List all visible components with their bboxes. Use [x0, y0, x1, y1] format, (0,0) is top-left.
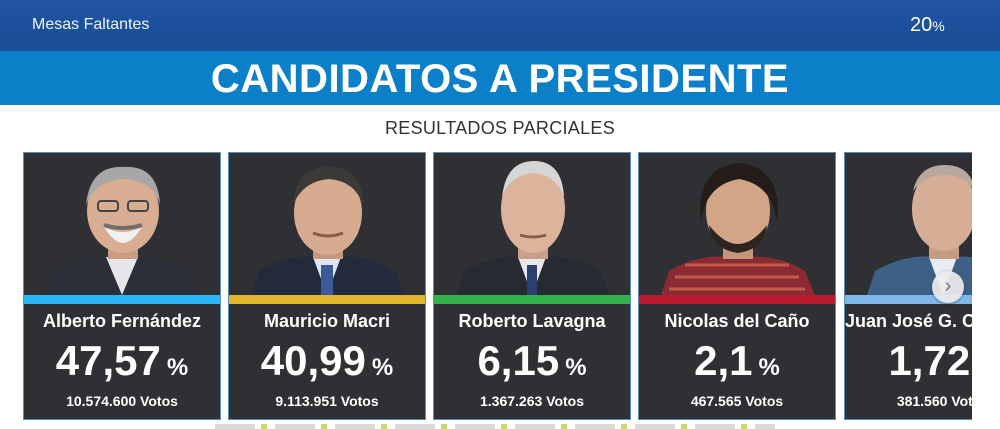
- candidate-percentage: 6,15%: [434, 337, 630, 389]
- top-bar: Mesas Faltantes 20%: [0, 0, 1000, 51]
- nicolas-del-cano-photo: [661, 163, 815, 295]
- candidate-photo: [229, 153, 425, 295]
- candidate-percentage: 1,72%: [845, 337, 972, 389]
- candidate-votes: 467.565 Votos: [690, 393, 784, 409]
- candidate-percentage: 47,57%: [24, 337, 220, 389]
- percentage-sign: %: [565, 354, 587, 381]
- candidate-votes: 1.367.263 Votos: [479, 393, 585, 409]
- candidate-name: Roberto Lavagna: [458, 311, 606, 331]
- percentage-sign: %: [371, 354, 394, 381]
- candidate-votes: 381.560 Votos: [896, 393, 972, 409]
- candidate-photo: [639, 153, 835, 295]
- carousel-next-button[interactable]: ›: [932, 271, 964, 303]
- candidate-percentage: 40,99%: [229, 337, 425, 389]
- mesas-faltantes-percent-sign: %: [932, 18, 945, 34]
- percentage-value: 2,1: [694, 337, 753, 384]
- candidate-name: Alberto Fernández: [42, 311, 202, 331]
- mesas-faltantes-number: 20: [910, 14, 933, 36]
- party-color-stripe: [845, 295, 972, 304]
- roberto-lavagna-photo: [456, 161, 610, 295]
- percentage-value: 6,15: [477, 337, 560, 384]
- percentage-sign: %: [166, 354, 189, 381]
- candidate-percentage: 2,1%: [639, 337, 835, 389]
- party-color-stripe: [434, 295, 630, 304]
- candidate-card[interactable]: Juan José G. Centurión 1,72% 381.560 Vot…: [844, 152, 972, 420]
- party-color-stripe: [229, 295, 425, 304]
- candidate-photo: [434, 153, 630, 295]
- party-color-stripe: [24, 295, 220, 304]
- candidates-carousel[interactable]: Alberto Fernández 47,57% 10.574.600 Voto…: [23, 152, 972, 422]
- mesas-faltantes-label: Mesas Faltantes: [32, 16, 150, 33]
- candidate-name: Juan José G. Centurión: [845, 311, 972, 331]
- candidate-votes: 9.113.951 Votos: [275, 393, 379, 409]
- title-bar: CANDIDATOS A PRESIDENTE: [0, 51, 1000, 105]
- candidate-photo: [24, 153, 220, 295]
- percentage-value: 47,57: [55, 337, 161, 384]
- percentage-sign: %: [758, 354, 780, 381]
- chevron-right-icon: ›: [944, 275, 952, 297]
- candidate-name: Nicolas del Caño: [664, 311, 810, 331]
- candidate-card[interactable]: Mauricio Macri 40,99% 9.113.951 Votos: [228, 152, 426, 420]
- page-title: CANDIDATOS A PRESIDENTE: [210, 57, 790, 101]
- candidate-card[interactable]: Roberto Lavagna 6,15% 1.367.263 Votos: [433, 152, 631, 420]
- candidate-card[interactable]: Nicolas del Caño 2,1% 467.565 Votos: [638, 152, 836, 420]
- percentage-value: 40,99: [260, 337, 366, 384]
- mauricio-macri-photo: [251, 167, 405, 295]
- alberto-fernandez-photo: [46, 166, 200, 295]
- legend-strip: [215, 424, 775, 429]
- candidate-card[interactable]: Alberto Fernández 47,57% 10.574.600 Voto…: [23, 152, 221, 420]
- page-subtitle: RESULTADOS PARCIALES: [384, 118, 616, 138]
- candidate-name: Mauricio Macri: [263, 311, 391, 331]
- candidate-votes: 10.574.600 Votos: [66, 393, 178, 409]
- party-color-stripe: [639, 295, 835, 304]
- percentage-value: 1,72: [888, 337, 971, 384]
- mesas-faltantes-value: 20%: [910, 14, 945, 37]
